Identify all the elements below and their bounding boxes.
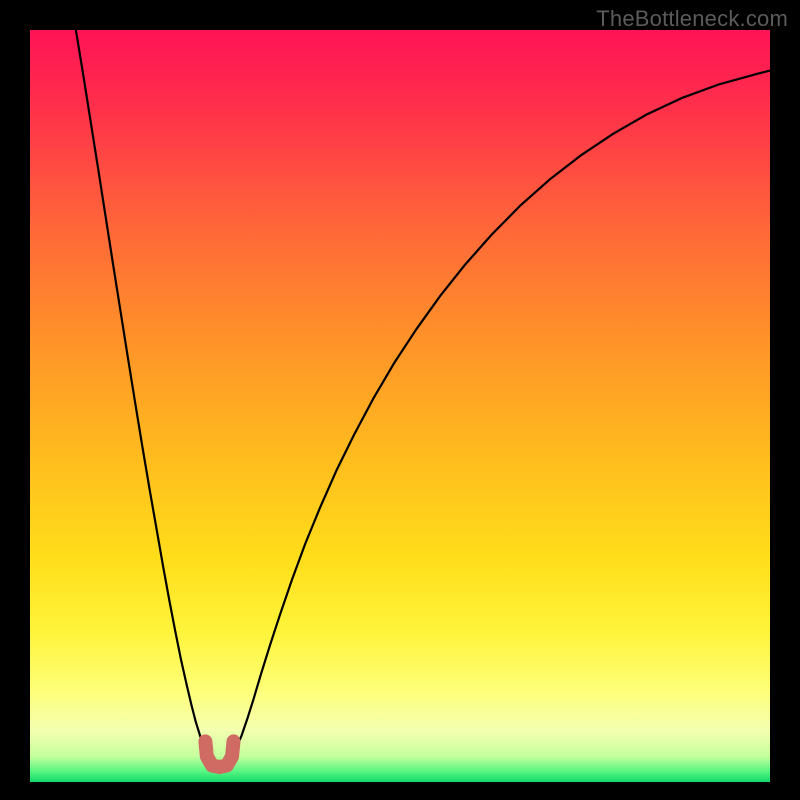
chart-frame: TheBottleneck.com — [0, 0, 800, 800]
bottleneck-curve-chart — [0, 0, 800, 800]
plot-background — [30, 30, 770, 782]
